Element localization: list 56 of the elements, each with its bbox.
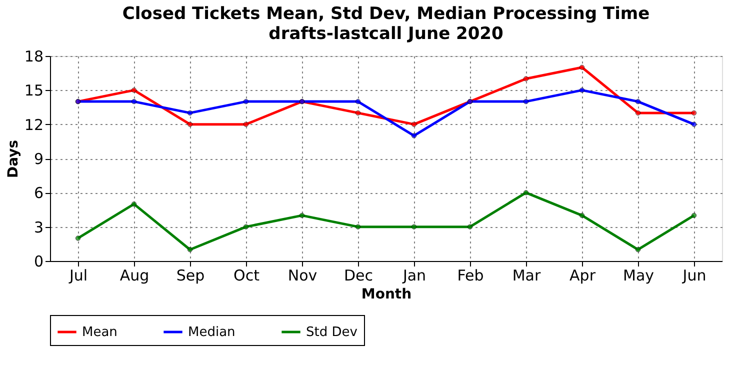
x-tick-label: Dec [344,266,374,284]
x-axis-title: Month [361,286,412,302]
legend-label: Std Dev [306,325,358,340]
point [411,224,417,230]
point [355,98,361,104]
point [131,88,137,93]
point [131,98,137,104]
x-tick-label: Jul [68,266,88,284]
point [355,110,361,116]
y-tick-label: 6 [34,184,44,202]
legend-label: Mean [82,325,118,340]
chart-title: Closed Tickets Mean, Std Dev, Median Processing Time [122,4,650,24]
y-tick-label: 0 [34,252,44,270]
point [187,122,193,127]
x-tick-label: Feb [457,266,484,284]
point [635,98,641,104]
x-tick-label: Apr [570,266,596,284]
x-tick-label: Nov [288,266,318,284]
point [523,190,529,196]
y-axis-title: Days [5,140,22,178]
point [131,201,137,207]
point [187,247,193,252]
legend-label: Median [188,325,236,340]
y-tick-label: 15 [24,82,44,100]
chart-subtitle: drafts-lastcall June 2020 [268,24,504,44]
x-tick-label: Sep [176,266,205,284]
point [691,122,697,127]
point [411,122,417,127]
point [243,224,249,230]
point [635,247,641,252]
x-tick-label: Aug [120,266,150,284]
point [579,212,585,218]
point [243,98,249,104]
y-tick-label: 9 [34,150,44,168]
point [467,224,473,230]
point [523,98,529,104]
point [299,212,305,218]
point [355,224,361,230]
x-tick-label: Jun [682,266,706,284]
y-tick-label: 12 [24,116,44,134]
point [75,236,81,241]
point [579,64,585,70]
x-tick-label: Mar [512,266,542,284]
x-tick-label: May [622,266,654,284]
point [187,110,193,116]
point [635,110,641,116]
point [579,88,585,93]
point [523,76,529,82]
point [411,133,417,138]
y-tick-label: 18 [24,48,44,66]
point [243,122,249,127]
x-tick-label: Oct [234,266,260,284]
point [691,110,697,116]
y-tick-label: 3 [34,218,44,236]
x-tick-label: Jan [402,266,426,284]
point [691,212,697,218]
